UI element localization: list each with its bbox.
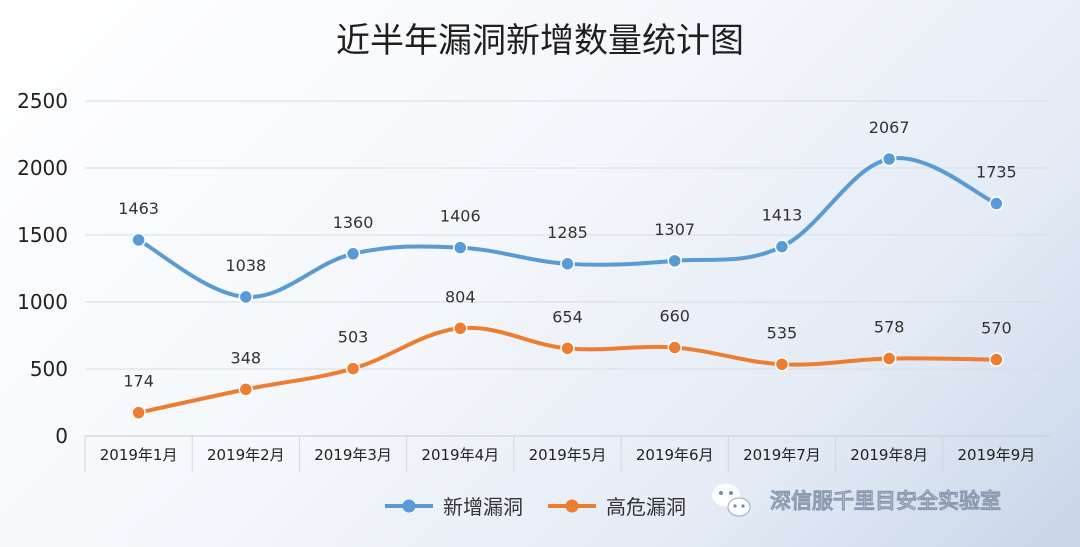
data-label: 1038 xyxy=(225,256,266,275)
x-tick-label: 2019年6月 xyxy=(636,446,714,464)
x-tick-label: 2019年8月 xyxy=(850,446,928,464)
data-label: 1406 xyxy=(440,207,481,226)
legend: 新增漏洞 高危漏洞 xyxy=(385,495,686,519)
data-point xyxy=(238,382,254,397)
watermark-text: 深信服千里目安全实验室 xyxy=(770,489,1001,513)
wechat-bubble-small xyxy=(727,497,751,517)
data-label: 1285 xyxy=(547,223,588,242)
x-tick-label: 2019年5月 xyxy=(529,446,607,464)
data-label: 1413 xyxy=(762,206,803,225)
watermark: 深信服千里目安全实验室 xyxy=(712,483,1001,517)
series-1: 1463 1038 1360 1406 1285 1307 1413 2067 1735 xyxy=(118,118,1017,305)
data-label: 578 xyxy=(874,318,905,337)
wechat-eye xyxy=(741,504,745,508)
data-point xyxy=(131,405,146,420)
data-label: 1360 xyxy=(333,213,374,232)
x-tick-label: 2019年7月 xyxy=(743,446,821,464)
x-tick-label: 2019年9月 xyxy=(958,446,1036,464)
data-point xyxy=(453,321,468,336)
data-point xyxy=(131,232,146,248)
wechat-eye xyxy=(729,491,733,495)
data-label: 804 xyxy=(445,287,476,306)
data-point xyxy=(667,340,682,355)
data-point xyxy=(774,239,790,254)
y-tick-label: 2000 xyxy=(17,156,68,180)
data-label: 1307 xyxy=(654,220,695,239)
data-point xyxy=(453,240,468,255)
wechat-eye xyxy=(733,504,737,508)
data-label: 2067 xyxy=(869,118,910,137)
wechat-icon xyxy=(712,483,751,517)
series-line xyxy=(136,325,999,415)
data-label: 660 xyxy=(659,307,690,326)
data-point xyxy=(881,351,897,366)
legend-label: 高危漏洞 xyxy=(606,495,686,519)
y-tick-label: 2500 xyxy=(17,89,68,113)
data-label: 654 xyxy=(552,307,583,326)
wechat-eye xyxy=(719,491,723,495)
data-point xyxy=(774,357,790,372)
data-label: 1463 xyxy=(118,199,159,218)
y-tick-label: 0 xyxy=(55,424,68,448)
x-tick-label: 2019年3月 xyxy=(314,446,392,464)
y-tick-label: 1500 xyxy=(17,223,68,247)
data-point xyxy=(989,352,1004,367)
data-point xyxy=(345,246,361,262)
x-tick-label: 2019年4月 xyxy=(421,446,499,464)
data-point xyxy=(881,151,897,167)
x-tick-label: 2019年2月 xyxy=(207,446,285,464)
legend-item: 高危漏洞 xyxy=(548,495,686,519)
x-tick-label: 2019年1月 xyxy=(100,446,178,464)
legend-label: 新增漏洞 xyxy=(443,495,523,519)
legend-swatch-marker xyxy=(402,499,416,513)
series-2: 174 348 503 804 654 660 535 578 570 xyxy=(123,287,1012,420)
data-point xyxy=(560,341,575,356)
data-label: 570 xyxy=(981,319,1012,338)
data-point xyxy=(989,196,1004,211)
chart-title: 近半年漏洞新增数量统计图 xyxy=(336,21,744,61)
legend-swatch-marker xyxy=(565,499,579,513)
data-label: 503 xyxy=(338,328,369,347)
data-label: 1735 xyxy=(976,163,1017,182)
data-label: 535 xyxy=(767,323,798,342)
data-label: 174 xyxy=(123,372,154,391)
data-point xyxy=(345,361,361,376)
data-point xyxy=(667,253,682,269)
legend-item: 新增漏洞 xyxy=(385,495,523,519)
data-label: 348 xyxy=(231,348,262,367)
data-point xyxy=(560,256,575,272)
y-tick-label: 1000 xyxy=(17,290,68,314)
y-tick-label: 500 xyxy=(30,357,68,381)
data-point xyxy=(238,289,254,305)
